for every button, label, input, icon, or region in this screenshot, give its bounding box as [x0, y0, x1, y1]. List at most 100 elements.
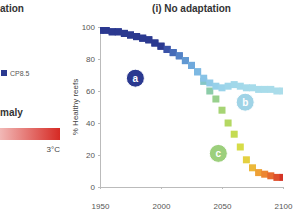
x-axis-line [101, 188, 284, 190]
point [133, 33, 140, 40]
point [145, 36, 152, 43]
annotation-label: b [242, 97, 248, 108]
point [267, 172, 274, 179]
y-tick-label: 40 [86, 119, 95, 128]
annotation-circle [236, 93, 254, 111]
point [182, 57, 189, 64]
legend-label: CP8.5 [10, 70, 30, 77]
x-tick-label: 2100 [275, 202, 293, 211]
point [273, 88, 280, 95]
point [261, 86, 268, 93]
point [267, 86, 274, 93]
y-tick-label: 60 [86, 87, 95, 96]
y-tick-mark [98, 187, 100, 188]
x-axis: 1950 2000 2050 2100 [92, 187, 293, 211]
point [219, 107, 226, 114]
point [182, 57, 189, 64]
point [170, 49, 177, 56]
y-tick-label: 0 [91, 183, 96, 192]
point [158, 43, 165, 50]
point [280, 174, 284, 181]
point [249, 164, 256, 171]
point [188, 62, 195, 69]
point [255, 169, 262, 176]
y-tick: 0 [91, 183, 100, 192]
point [280, 88, 284, 95]
legend-symbol [1, 70, 7, 76]
x-tick: 2050 [214, 187, 232, 211]
point [194, 68, 201, 75]
point [273, 174, 280, 181]
annotations: a b c [126, 69, 254, 162]
point [139, 35, 146, 42]
point [219, 84, 226, 91]
point [243, 84, 250, 91]
point [170, 49, 177, 56]
point [225, 120, 232, 127]
point [145, 36, 152, 43]
point [121, 30, 128, 37]
x-tick-mark [222, 187, 223, 189]
x-tick-label: 1950 [92, 202, 110, 211]
point [231, 81, 238, 88]
point [237, 144, 244, 151]
y-tick-mark [98, 91, 100, 92]
y-tick-mark [98, 123, 100, 124]
x-tick: 1950 [92, 187, 110, 211]
annotation-circle [209, 144, 227, 162]
y-tick-mark [98, 59, 100, 60]
x-tick-mark [100, 187, 101, 189]
point [164, 46, 171, 53]
series [100, 27, 283, 95]
point [151, 40, 158, 47]
annotation-label: a [133, 73, 139, 84]
series [100, 27, 283, 181]
x-tick: 2000 [153, 187, 171, 211]
y-tick-label: 100 [82, 23, 96, 32]
point [176, 52, 183, 59]
point [121, 30, 128, 37]
point [133, 33, 140, 40]
point [139, 35, 146, 42]
annotation-circle [126, 69, 144, 87]
point [188, 62, 195, 69]
x-tick-mark [283, 187, 284, 189]
point [206, 88, 213, 95]
colorbar [0, 128, 60, 140]
point [231, 131, 238, 138]
point [243, 156, 250, 163]
point [158, 43, 165, 50]
point [261, 171, 268, 178]
point [200, 75, 207, 82]
point [176, 52, 183, 59]
y-tick: 20 [86, 151, 100, 160]
y-tick: 60 [86, 87, 100, 96]
side-title: ation [0, 3, 24, 14]
y-tick-mark [98, 27, 100, 28]
point [103, 27, 110, 34]
y-tick: 40 [86, 119, 100, 128]
title: (i) No adaptation [152, 3, 231, 14]
chart: (i) No adaptation % Healthy reefs 0 20 40 60 8… [0, 0, 302, 224]
plot-area [100, 27, 283, 181]
y-axis-title: % Healthy reefs [71, 79, 80, 135]
y-tick: 80 [86, 55, 100, 64]
annotation-label: c [216, 148, 222, 159]
point [127, 32, 134, 39]
point [109, 28, 116, 35]
point [164, 46, 171, 53]
point [255, 86, 262, 93]
y-tick-mark [98, 155, 100, 156]
x-tick-label: 2000 [153, 202, 171, 211]
point [115, 28, 122, 35]
point [237, 83, 244, 90]
colorbar-tick-label: 3°C [47, 145, 61, 154]
x-tick-mark [161, 187, 162, 189]
point [109, 28, 116, 35]
point [194, 68, 201, 75]
point [127, 32, 134, 39]
y-tick-label: 20 [86, 151, 95, 160]
x-tick: 2100 [275, 187, 293, 211]
y-axis-line [98, 28, 101, 188]
point [206, 80, 213, 87]
